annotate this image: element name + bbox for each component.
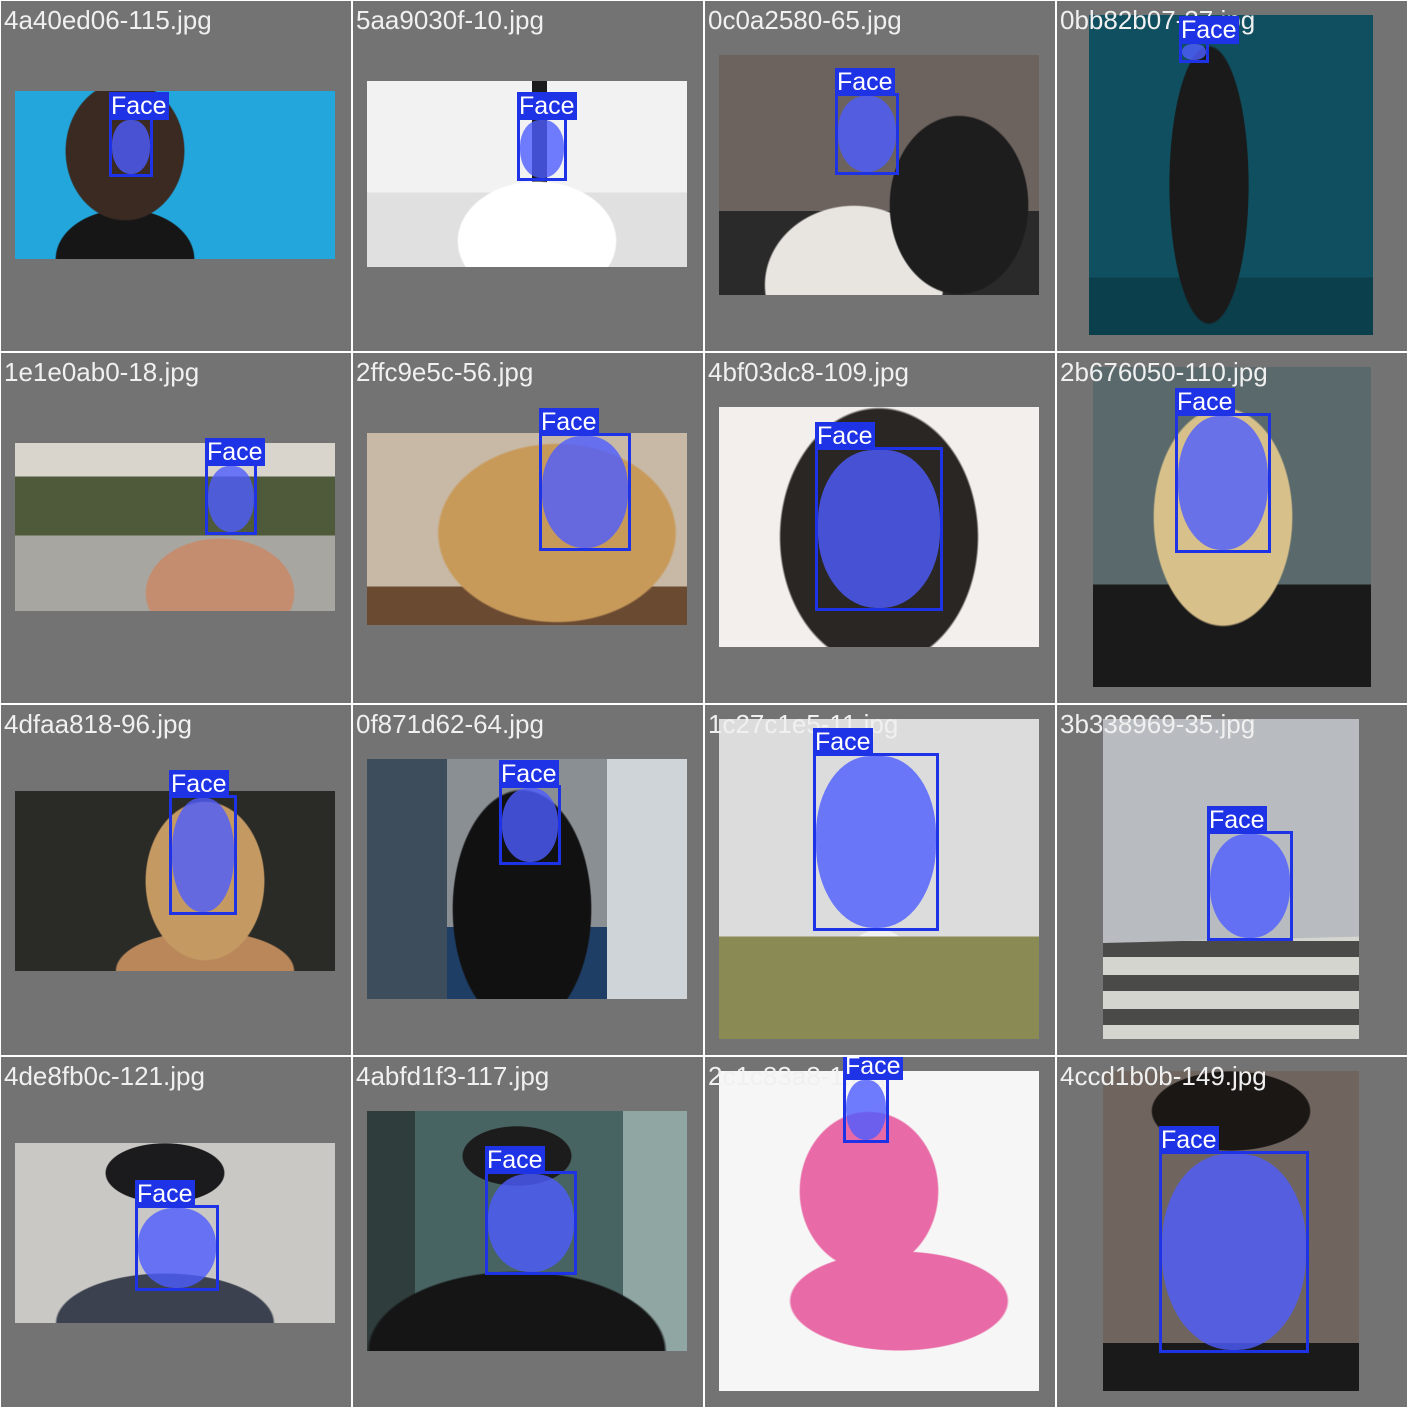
tile-filename: 2ffc9e5c-56.jpg — [356, 357, 534, 387]
face-label: Face — [1207, 806, 1267, 834]
result-tile[interactable]: 1e1e0ab0-18.jpg Face — [1, 353, 351, 703]
face-mask — [542, 436, 628, 548]
face-bounding-box: Face — [1207, 806, 1293, 941]
face-label: Face — [135, 1180, 195, 1208]
result-tile[interactable]: 1c27c1e5-11.jpg Face — [705, 705, 1055, 1055]
face-bounding-box: Face — [517, 92, 577, 181]
face-bounding-box: Face — [205, 438, 265, 535]
face-mask — [1210, 834, 1290, 938]
face-mask — [838, 96, 896, 172]
tile-photo — [1089, 15, 1373, 335]
result-tile[interactable]: 2b676050-110.jpg Face — [1057, 353, 1407, 703]
face-label: Face — [169, 770, 229, 798]
face-bounding-box: Face — [485, 1146, 577, 1275]
face-label: Face — [205, 438, 265, 466]
face-bounding-box: Face — [539, 408, 631, 551]
tile-filename: 4ccd1b0b-149.jpg — [1060, 1061, 1267, 1091]
tile-filename: 4de8fb0c-121.jpg — [4, 1061, 205, 1091]
face-mask — [488, 1174, 574, 1272]
tile-filename: 4bf03dc8-109.jpg — [708, 357, 909, 387]
result-tile[interactable]: 0f871d62-64.jpg Face — [353, 705, 703, 1055]
result-tile[interactable]: 4de8fb0c-121.jpg Face — [1, 1057, 351, 1407]
face-mask — [818, 450, 940, 608]
face-label: Face — [813, 728, 873, 756]
tile-filename: 1e1e0ab0-18.jpg — [4, 357, 200, 387]
tile-filename: 4abfd1f3-117.jpg — [356, 1061, 550, 1091]
face-bounding-box: Face — [1179, 16, 1239, 63]
face-mask — [208, 466, 254, 532]
face-mask — [502, 788, 558, 862]
face-label: Face — [1175, 388, 1235, 416]
tile-filename: 3b338969-35.jpg — [1060, 709, 1256, 739]
result-tile[interactable]: 4ccd1b0b-149.jpg Face — [1057, 1057, 1407, 1407]
result-tile[interactable]: 2ffc9e5c-56.jpg Face — [353, 353, 703, 703]
face-label: Face — [539, 408, 599, 436]
result-tile[interactable]: 4abfd1f3-117.jpg Face — [353, 1057, 703, 1407]
face-label: Face — [1179, 16, 1239, 44]
face-mask — [846, 1080, 886, 1140]
face-mask — [1182, 44, 1206, 60]
face-bounding-box: Face — [843, 1057, 903, 1143]
tile-photo — [1093, 367, 1371, 687]
face-bounding-box: Face — [815, 422, 943, 611]
face-label: Face — [485, 1146, 545, 1174]
face-mask — [1162, 1154, 1306, 1350]
face-bounding-box: Face — [835, 68, 899, 175]
face-bounding-box: Face — [135, 1180, 219, 1291]
result-tile[interactable]: 5aa9030f-10.jpg Face — [353, 1, 703, 351]
face-mask — [112, 120, 150, 174]
face-label: Face — [109, 92, 169, 120]
tile-photo — [367, 433, 687, 625]
face-bounding-box: Face — [1159, 1126, 1309, 1353]
face-bounding-box: Face — [1175, 388, 1271, 553]
result-tile[interactable]: 3b338969-35.jpg Face — [1057, 705, 1407, 1055]
tile-filename: 2b676050-110.jpg — [1060, 357, 1268, 387]
face-mask — [520, 120, 564, 178]
face-label: Face — [843, 1057, 903, 1080]
tile-filename: 4dfaa818-96.jpg — [4, 709, 192, 739]
result-tile[interactable]: 4dfaa818-96.jpg Face — [1, 705, 351, 1055]
tile-filename: 4a40ed06-115.jpg — [4, 5, 212, 35]
face-bounding-box: Face — [169, 770, 237, 915]
tile-filename: 5aa9030f-10.jpg — [356, 5, 544, 35]
face-mask — [172, 798, 234, 912]
face-mask — [138, 1208, 216, 1288]
face-label: Face — [815, 422, 875, 450]
result-tile[interactable]: 2c1c83a8-1.jpg Face — [705, 1057, 1055, 1407]
tile-photo — [15, 91, 335, 259]
face-bounding-box: Face — [499, 760, 561, 865]
face-label: Face — [517, 92, 577, 120]
tile-filename: 0c0a2580-65.jpg — [708, 5, 902, 35]
result-tile[interactable]: 0c0a2580-65.jpg Face — [705, 1, 1055, 351]
result-tile[interactable]: 0bb82b07-37.jpg Face — [1057, 1, 1407, 351]
face-mask — [816, 756, 936, 928]
face-bounding-box: Face — [109, 92, 169, 177]
result-tile[interactable]: 4a40ed06-115.jpg Face — [1, 1, 351, 351]
result-tile[interactable]: 4bf03dc8-109.jpg Face — [705, 353, 1055, 703]
tile-photo — [15, 443, 335, 611]
face-mask — [1178, 416, 1268, 550]
face-label: Face — [499, 760, 559, 788]
face-bounding-box: Face — [813, 728, 939, 931]
face-label: Face — [1159, 1126, 1219, 1154]
face-label: Face — [835, 68, 895, 96]
tile-filename: 0f871d62-64.jpg — [356, 709, 544, 739]
